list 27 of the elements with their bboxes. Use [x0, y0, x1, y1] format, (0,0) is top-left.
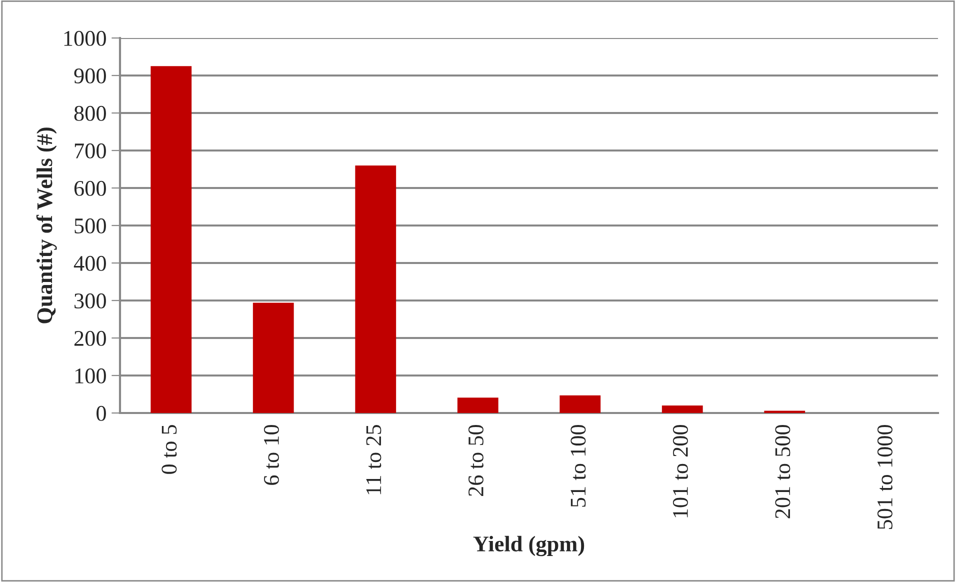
bar [355, 166, 396, 413]
x-tick-label: 51 to 100 [570, 424, 586, 507]
bar [560, 395, 601, 413]
y-tick-label: 100 [75, 368, 106, 384]
x-tick-label: 101 to 200 [672, 424, 688, 518]
y-tick-label: 600 [74, 180, 106, 196]
y-tick-label: 800 [74, 106, 106, 121]
y-tick-label: 700 [74, 143, 106, 158]
x-axis-title: Yield (gpm) [473, 536, 584, 556]
bar [252, 302, 294, 413]
x-tick-label: 501 to 1000 [877, 424, 892, 529]
y-tick-label: 900 [74, 68, 106, 84]
bar [150, 66, 192, 413]
x-tick-label: 26 to 50 [468, 424, 484, 496]
x-tick-label: 11 to 25 [366, 424, 382, 494]
y-tick-label: 300 [74, 293, 106, 308]
x-tick-label: 201 to 500 [775, 424, 790, 518]
y-tick-label: 400 [74, 256, 106, 271]
y-axis-title: Quantity of Wells (#) [36, 128, 57, 324]
bar [662, 406, 703, 413]
y-tick-label: 500 [74, 218, 106, 234]
bar [457, 398, 498, 413]
y-tick-label: 0 [96, 406, 106, 421]
y-tick-label: 1000 [64, 30, 106, 46]
y-tick-label: 200 [74, 330, 106, 346]
x-tick-label: 6 to 10 [264, 424, 279, 485]
x-tick-label: 0 to 5 [162, 424, 177, 474]
